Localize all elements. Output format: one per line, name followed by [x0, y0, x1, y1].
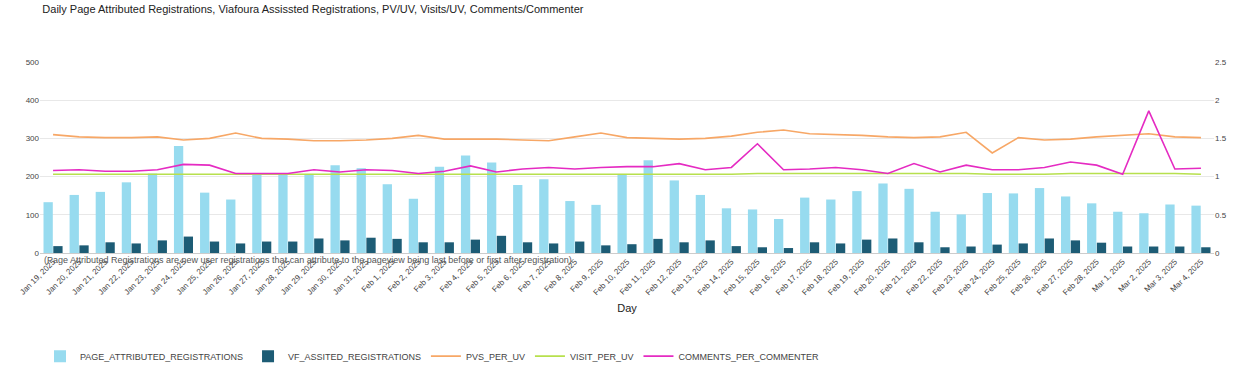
svg-text:Jan 24, 2025: Jan 24, 2025 [149, 257, 188, 296]
svg-text:Feb 2, 2025: Feb 2, 2025 [386, 257, 423, 294]
svg-text:Feb 20, 2025: Feb 20, 2025 [852, 257, 892, 297]
svg-text:Feb 22, 2025: Feb 22, 2025 [905, 257, 945, 297]
svg-text:Feb 19, 2025: Feb 19, 2025 [826, 257, 866, 297]
svg-text:100: 100 [26, 211, 40, 220]
svg-text:Feb 17, 2025: Feb 17, 2025 [774, 257, 814, 297]
svg-text:COMMENTS_PER_COMMENTER: COMMENTS_PER_COMMENTER [678, 352, 819, 362]
svg-text:Jan 29, 2025: Jan 29, 2025 [279, 257, 318, 296]
svg-text:Feb 15, 2025: Feb 15, 2025 [722, 257, 762, 297]
svg-text:0: 0 [1215, 249, 1220, 258]
svg-text:Feb 1, 2025: Feb 1, 2025 [360, 257, 397, 294]
svg-text:Jan 20, 2025: Jan 20, 2025 [44, 257, 83, 296]
svg-text:Jan 28, 2025: Jan 28, 2025 [253, 257, 292, 296]
svg-text:Feb 11, 2025: Feb 11, 2025 [618, 257, 658, 297]
svg-text:VISIT_PER_UV: VISIT_PER_UV [570, 352, 634, 362]
svg-text:Jan 30, 2025: Jan 30, 2025 [305, 257, 344, 296]
svg-text:Jan 23, 2025: Jan 23, 2025 [123, 257, 162, 296]
svg-text:Feb 8, 2025: Feb 8, 2025 [543, 257, 580, 294]
svg-text:Jan 22, 2025: Jan 22, 2025 [96, 257, 135, 296]
svg-text:Feb 12, 2025: Feb 12, 2025 [644, 257, 684, 297]
svg-text:Mar 4, 2025: Mar 4, 2025 [1169, 257, 1206, 294]
svg-text:Feb 13, 2025: Feb 13, 2025 [670, 257, 710, 297]
svg-text:PVS_PER_UV: PVS_PER_UV [466, 352, 525, 362]
svg-text:Feb 5, 2025: Feb 5, 2025 [464, 257, 501, 294]
svg-text:200: 200 [26, 172, 40, 181]
svg-text:Feb 3, 2025: Feb 3, 2025 [412, 257, 449, 294]
svg-text:Feb 4, 2025: Feb 4, 2025 [438, 257, 475, 294]
svg-text:1.5: 1.5 [1215, 134, 1227, 143]
svg-text:Mar 1, 2025: Mar 1, 2025 [1090, 257, 1127, 294]
svg-text:Feb 6, 2025: Feb 6, 2025 [490, 257, 527, 294]
svg-text:Jan 31, 2025: Jan 31, 2025 [331, 257, 370, 296]
svg-text:500: 500 [26, 58, 40, 67]
svg-text:Feb 14, 2025: Feb 14, 2025 [696, 257, 736, 297]
svg-text:Feb 26, 2025: Feb 26, 2025 [1009, 257, 1049, 297]
svg-text:VF_ASSITED_REGISTRATIONS: VF_ASSITED_REGISTRATIONS [288, 352, 421, 362]
svg-text:1: 1 [1215, 172, 1220, 181]
svg-text:Feb 23, 2025: Feb 23, 2025 [931, 257, 971, 297]
svg-text:(Page Attributed Registrations: (Page Attributed Registrations are new u… [44, 255, 572, 265]
svg-text:Feb 18, 2025: Feb 18, 2025 [800, 257, 840, 297]
svg-text:Day: Day [617, 302, 637, 314]
svg-text:300: 300 [26, 134, 40, 143]
svg-text:Feb 28, 2025: Feb 28, 2025 [1061, 257, 1101, 297]
svg-text:Feb 7, 2025: Feb 7, 2025 [516, 257, 553, 294]
svg-text:2.5: 2.5 [1215, 58, 1227, 67]
svg-text:2: 2 [1215, 96, 1220, 105]
svg-text:0: 0 [35, 249, 40, 258]
svg-text:Feb 24, 2025: Feb 24, 2025 [957, 257, 997, 297]
svg-text:0.5: 0.5 [1215, 211, 1227, 220]
svg-text:PAGE_ATTRIBUTED_REGISTRATIONS: PAGE_ATTRIBUTED_REGISTRATIONS [80, 352, 243, 362]
svg-text:Feb 25, 2025: Feb 25, 2025 [983, 257, 1023, 297]
svg-text:400: 400 [26, 96, 40, 105]
svg-text:Jan 27, 2025: Jan 27, 2025 [227, 257, 266, 296]
svg-text:Jan 26, 2025: Jan 26, 2025 [201, 257, 240, 296]
svg-text:Feb 27, 2025: Feb 27, 2025 [1035, 257, 1075, 297]
svg-text:Jan 21, 2025: Jan 21, 2025 [70, 257, 109, 296]
svg-text:Feb 21, 2025: Feb 21, 2025 [879, 257, 919, 297]
svg-text:Daily Page Attributed Registra: Daily Page Attributed Registrations, Via… [42, 3, 583, 15]
svg-text:Jan 19, 2025: Jan 19, 2025 [18, 257, 57, 296]
svg-text:Mar 2, 2025: Mar 2, 2025 [1116, 257, 1153, 294]
svg-text:Mar 3, 2025: Mar 3, 2025 [1143, 257, 1180, 294]
svg-text:Feb 9, 2025: Feb 9, 2025 [569, 257, 606, 294]
svg-text:Jan 25, 2025: Jan 25, 2025 [175, 257, 214, 296]
svg-text:Feb 10, 2025: Feb 10, 2025 [592, 257, 632, 297]
svg-text:Feb 16, 2025: Feb 16, 2025 [748, 257, 788, 297]
